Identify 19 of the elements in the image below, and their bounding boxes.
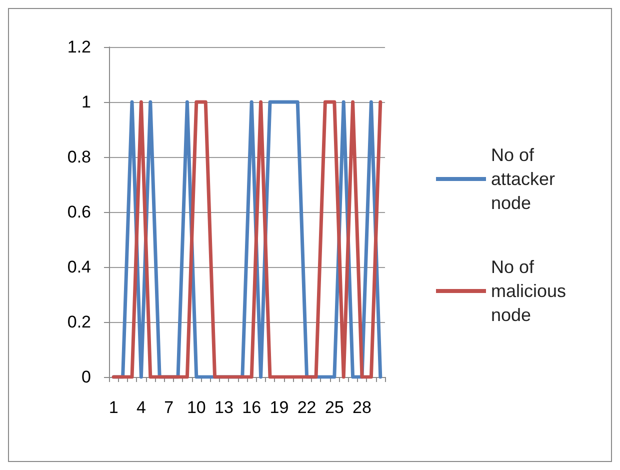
y-tick-label: 0 — [82, 368, 91, 386]
x-tick-label: 22 — [297, 398, 316, 417]
y-tick-label: 0.4 — [67, 258, 91, 276]
x-tick-label: 4 — [136, 398, 146, 417]
y-tick-label: 0.6 — [67, 202, 91, 222]
y-tick-label: 1.2 — [67, 38, 91, 56]
legend-label: No of attacker node — [491, 145, 560, 213]
y-tick-label: 0.2 — [67, 312, 91, 332]
legend-label: No of malicious node — [491, 257, 572, 325]
x-tick-label: 13 — [214, 398, 234, 417]
x-tick-label: 16 — [242, 398, 262, 417]
y-tick-label: 1 — [82, 92, 91, 112]
y-tick-label: 0.8 — [67, 148, 91, 166]
x-tick-label: 28 — [352, 398, 372, 417]
x-tick-label: 19 — [270, 398, 289, 417]
x-tick-label: 10 — [186, 398, 206, 417]
x-tick-label: 1 — [108, 398, 118, 417]
x-tick-label: 25 — [324, 398, 344, 417]
x-tick-label: 7 — [164, 398, 174, 417]
